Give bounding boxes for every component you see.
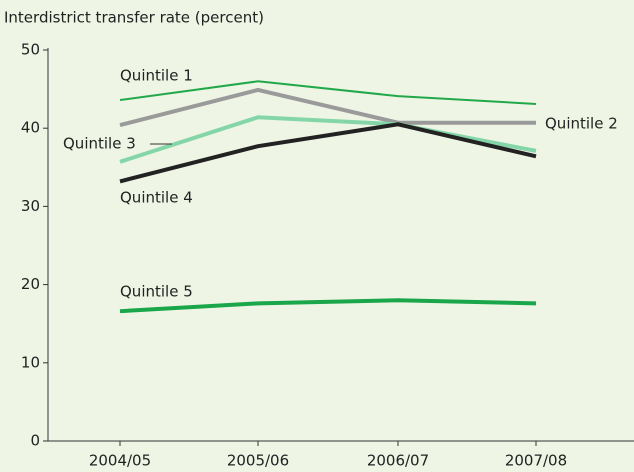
series-line: [119, 298, 537, 314]
series-line: [119, 80, 537, 105]
series-label: Quintile 3: [63, 135, 136, 153]
y-tick-label: 30: [21, 197, 40, 215]
x-tick-label: 2004/05: [89, 452, 151, 470]
y-tick-label: 40: [21, 119, 40, 137]
y-tick-label: 0: [30, 432, 40, 450]
series-label: Quintile 1: [120, 67, 193, 85]
series-line: [119, 115, 537, 164]
y-tick-label: 50: [21, 41, 40, 59]
x-tick-label: 2007/08: [505, 452, 567, 470]
series-label: Quintile 4: [120, 189, 193, 207]
x-tick-label: 2006/07: [367, 452, 429, 470]
series-label: Quintile 5: [120, 283, 193, 301]
y-tick-label: 20: [21, 275, 40, 293]
series-line: [119, 122, 537, 184]
y-tick-label: 10: [21, 353, 40, 371]
y-axis-label: Interdistrict transfer rate (percent): [4, 9, 264, 27]
x-tick-label: 2005/06: [227, 452, 289, 470]
series-line: [119, 87, 536, 128]
series-label: Quintile 2: [545, 115, 618, 133]
